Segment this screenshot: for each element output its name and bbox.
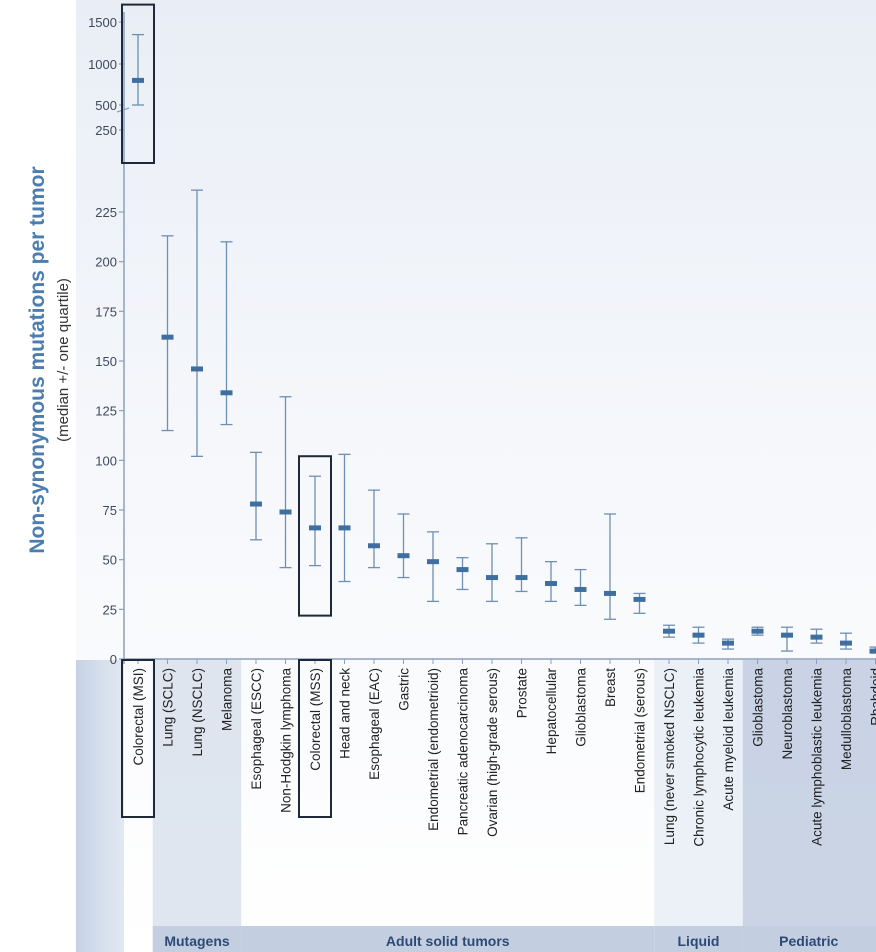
y-tick-label: 175 xyxy=(95,304,117,319)
y-tick-label: 0 xyxy=(110,652,117,667)
x-tick-label: Glioblastoma xyxy=(574,668,589,747)
x-tick-label: Lung (NSCLC) xyxy=(190,668,205,757)
y-tick-label: 250 xyxy=(95,123,117,138)
x-tick-label: Endometrial (endometrioid) xyxy=(426,668,441,831)
median-marker xyxy=(132,77,144,83)
y-tick-label: 25 xyxy=(103,602,117,617)
median-marker xyxy=(663,628,675,634)
median-marker xyxy=(427,559,439,565)
group-bands xyxy=(152,660,876,952)
x-tick-labels: Colorectal (MSI) Lung (SCLC) Lung (NSCLC) M… xyxy=(131,659,876,847)
median-marker xyxy=(397,553,410,559)
median-marker xyxy=(574,586,587,592)
median-marker xyxy=(456,567,469,573)
group-labels: Mutagens Adult solid tumors Liquid Pediatri… xyxy=(164,933,838,949)
group-label-band xyxy=(152,926,242,952)
median-marker xyxy=(722,640,734,646)
median-marker xyxy=(869,648,876,654)
median-marker xyxy=(515,575,528,581)
x-tick-label: Esophageal (EAC) xyxy=(367,668,382,780)
y-axis-title: Non-synonymous mutations per tumor xyxy=(26,166,49,553)
median-marker xyxy=(279,509,292,515)
group-band xyxy=(152,660,242,952)
y-tick-label: 1500 xyxy=(88,15,117,30)
median-marker xyxy=(368,543,380,549)
x-tick-label: Esophageal (ESCC) xyxy=(249,668,264,790)
x-tick-label: Chronic lymphocytic leukemia xyxy=(692,668,707,847)
group-label: Pediatric xyxy=(779,933,838,949)
left-shade xyxy=(76,660,124,952)
median-marker xyxy=(250,501,262,507)
median-marker xyxy=(692,632,705,638)
median-marker xyxy=(810,634,823,640)
median-marker xyxy=(191,366,203,372)
y-tick-label: 50 xyxy=(103,553,117,568)
median-marker xyxy=(781,632,793,638)
x-tick-label: Lung (SCLC) xyxy=(161,668,176,747)
median-marker xyxy=(840,640,852,646)
x-tick-label: Breast xyxy=(603,668,618,707)
highlight-label-box xyxy=(298,659,332,818)
group-label-band xyxy=(742,926,876,952)
median-marker xyxy=(633,596,646,602)
x-tick-label: Medulloblastoma xyxy=(839,668,854,771)
x-tick-label: Head and neck xyxy=(338,668,353,759)
x-tick-label: Rhabdoid xyxy=(869,668,876,726)
group-label-band xyxy=(241,926,655,952)
group-label: Adult solid tumors xyxy=(386,933,510,949)
y-tick-label: 225 xyxy=(95,205,117,220)
median-marker xyxy=(486,575,498,581)
group-label: Liquid xyxy=(678,933,720,949)
x-tick-label: Gastric xyxy=(397,668,412,711)
median-marker xyxy=(161,334,174,340)
x-tick-label: Neuroblastoma xyxy=(780,668,795,760)
x-tick-label: Ovarian (high-grade serous) xyxy=(485,668,500,837)
y-tick-label: 125 xyxy=(95,404,117,419)
y-tick-label: 500 xyxy=(95,98,117,113)
x-tick-label: Pancreatic adenocarcinoma xyxy=(456,668,471,836)
x-tick-label: Non-Hodgkin lymphoma xyxy=(279,668,294,813)
y-tick-label: 150 xyxy=(95,354,117,369)
median-marker xyxy=(751,628,764,634)
y-axis-subtitle: (median +/- one quartile) xyxy=(55,278,72,442)
median-marker xyxy=(338,525,351,531)
highlight-boxes xyxy=(121,3,332,818)
x-tick-label: Hepatocellular xyxy=(544,668,559,755)
highlight-box xyxy=(121,3,155,164)
group-label-band xyxy=(654,926,743,952)
median-marker xyxy=(604,590,616,596)
x-tick-label: Colorectal (MSS) xyxy=(308,668,323,771)
group-band xyxy=(742,660,876,952)
group-band xyxy=(654,660,743,952)
x-tick-label: Acute myeloid leukemia xyxy=(721,668,736,811)
highlight-box xyxy=(298,455,332,617)
median-marker xyxy=(220,390,233,396)
y-tick-label: 75 xyxy=(103,503,117,518)
group-label: Mutagens xyxy=(164,933,230,949)
median-marker xyxy=(309,525,321,531)
x-tick-label: Prostate xyxy=(515,668,530,718)
x-tick-label: Glioblastoma xyxy=(751,668,766,747)
highlight-label-box xyxy=(121,659,155,818)
x-tick-label: Colorectal (MSI) xyxy=(131,668,146,766)
x-tick-label: Endometrial (serous) xyxy=(633,668,648,793)
x-tick-label: Lung (never smoked NSCLC) xyxy=(662,668,677,845)
y-tick-label: 1000 xyxy=(88,57,117,72)
x-tick-label: Melanoma xyxy=(220,668,235,732)
x-tick-label: Acute lymphoblastic leukemia xyxy=(810,668,825,846)
y-tick-label: 200 xyxy=(95,255,117,270)
median-marker xyxy=(545,581,557,587)
y-tick-label: 100 xyxy=(95,453,117,468)
